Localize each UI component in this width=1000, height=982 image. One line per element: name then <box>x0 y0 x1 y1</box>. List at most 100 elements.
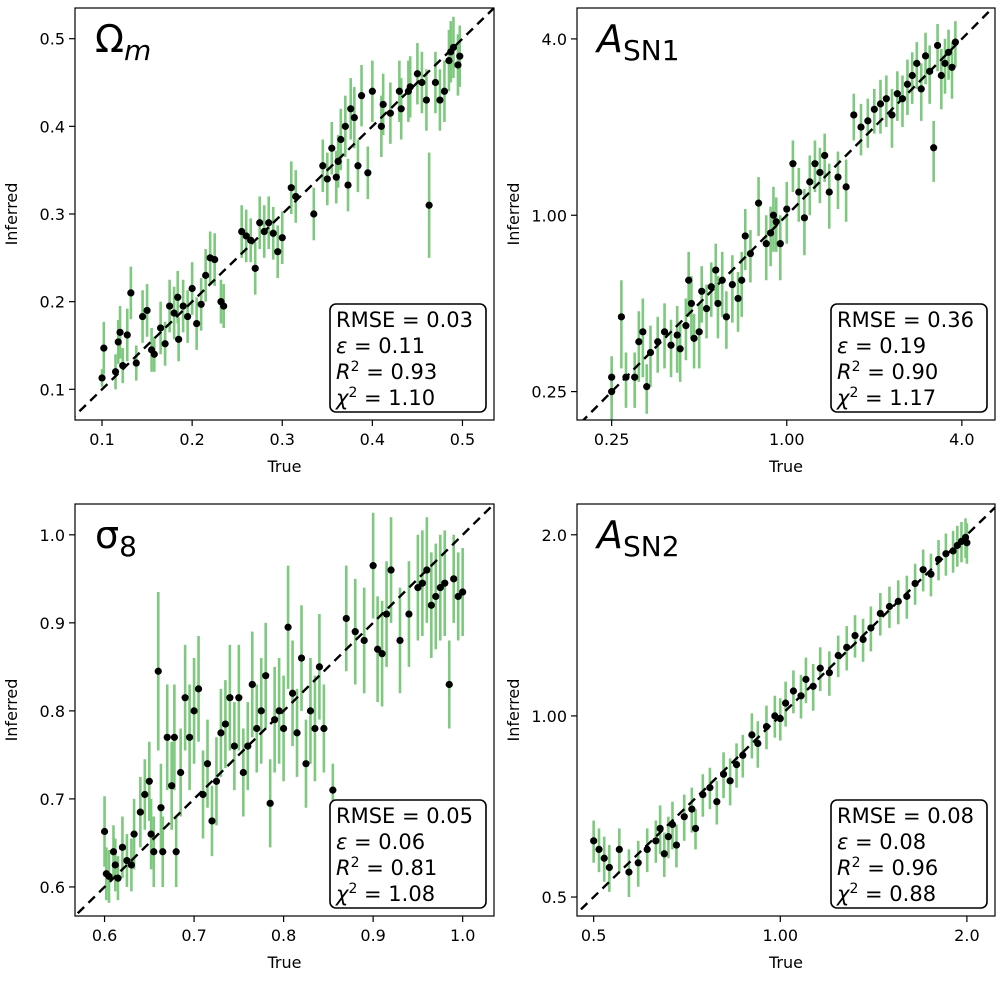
data-point <box>260 227 268 236</box>
data-point <box>772 218 780 226</box>
data-point <box>177 768 185 777</box>
data-point <box>181 694 189 702</box>
x-tick-label: 0.5 <box>450 430 475 449</box>
data-point <box>379 100 387 109</box>
data-point <box>320 724 328 733</box>
data-point <box>930 144 938 152</box>
data-point <box>734 294 742 303</box>
data-point <box>816 168 824 177</box>
stats-box <box>329 303 487 413</box>
y-tick-label: 0.9 <box>40 614 65 633</box>
stats-text-part: 2 <box>348 385 357 401</box>
data-point <box>251 264 259 272</box>
data-point <box>280 724 288 733</box>
data-point <box>797 692 805 700</box>
data-point <box>870 105 878 113</box>
data-point <box>948 63 956 71</box>
data-point <box>386 109 394 117</box>
data-point <box>184 312 192 321</box>
data-point <box>680 813 688 821</box>
data-point <box>898 95 907 103</box>
data-point <box>834 173 842 181</box>
data-point <box>635 338 643 346</box>
data-point <box>396 636 404 645</box>
data-point <box>459 588 467 596</box>
data-point <box>738 276 746 284</box>
data-point <box>800 214 809 222</box>
data-point <box>682 322 690 330</box>
data-point <box>949 547 957 555</box>
data-point <box>418 78 426 87</box>
y-tick-label: 1.00 <box>531 206 567 225</box>
data-point <box>625 868 633 876</box>
stats-text-part: RMSE = 0.08 <box>837 804 974 828</box>
data-point <box>119 362 127 370</box>
data-point <box>116 328 124 336</box>
stats-box <box>830 799 988 909</box>
data-point <box>265 219 273 227</box>
data-point <box>789 687 798 695</box>
data-point <box>266 799 274 807</box>
panel-title-subscript: 8 <box>119 530 137 563</box>
x-tick-label: 0.2 <box>179 430 204 449</box>
data-point <box>643 383 651 391</box>
data-point <box>194 685 203 693</box>
stats-text-part: χ <box>836 386 851 410</box>
data-point <box>271 716 279 724</box>
data-point <box>269 229 277 237</box>
data-point <box>179 302 187 310</box>
data-point <box>728 280 736 289</box>
data-point <box>450 575 458 583</box>
data-point <box>782 699 790 707</box>
data-point <box>691 824 700 833</box>
data-point <box>754 199 763 207</box>
data-point <box>377 122 385 130</box>
data-point <box>311 724 319 733</box>
data-point <box>98 374 106 382</box>
stats-text-part: = 0.06 <box>347 830 425 854</box>
data-point <box>297 654 306 662</box>
x-tick-label: 2.0 <box>954 926 979 945</box>
y-tick-label: 0.25 <box>531 383 567 402</box>
stats-text-part: χ <box>836 882 851 906</box>
data-point <box>643 845 651 853</box>
stats-line: ε = 0.06 <box>336 830 425 854</box>
data-point <box>769 211 778 219</box>
data-point <box>690 334 698 342</box>
stats-text-part: RMSE = 0.36 <box>837 308 974 332</box>
data-point <box>235 694 243 702</box>
data-point <box>378 650 386 658</box>
data-point <box>123 331 131 339</box>
panel-title-symbol: σ <box>95 513 119 557</box>
stats-line: χ2 = 0.88 <box>836 881 936 906</box>
data-point <box>908 71 916 80</box>
data-point <box>748 731 756 739</box>
data-point <box>762 240 770 248</box>
data-point <box>767 229 775 237</box>
data-point <box>427 601 435 609</box>
data-point <box>851 631 859 640</box>
panel-title-symbol: A <box>594 513 623 557</box>
data-point <box>188 284 196 293</box>
data-point <box>425 201 433 209</box>
data-point <box>406 83 414 91</box>
data-point <box>639 328 647 336</box>
data-point <box>226 694 234 702</box>
y-axis-label: Inferred <box>2 183 21 246</box>
data-point <box>387 566 395 574</box>
data-point <box>456 52 464 60</box>
panel-2: 0.25 1.00 4.0 0.25 1.00 4.0 True Inferred ASN1 RM… <box>504 7 996 476</box>
data-point <box>732 760 741 769</box>
data-point <box>876 609 884 618</box>
stats-line: χ2 = 1.17 <box>836 385 936 410</box>
data-point <box>687 299 695 308</box>
data-point <box>445 56 453 65</box>
data-point <box>942 550 950 558</box>
data-point <box>811 160 819 168</box>
data-point <box>369 562 377 570</box>
data-point <box>114 338 122 346</box>
data-point <box>154 667 162 675</box>
data-point <box>111 861 119 869</box>
data-point <box>368 87 376 95</box>
plot-area <box>75 504 494 916</box>
